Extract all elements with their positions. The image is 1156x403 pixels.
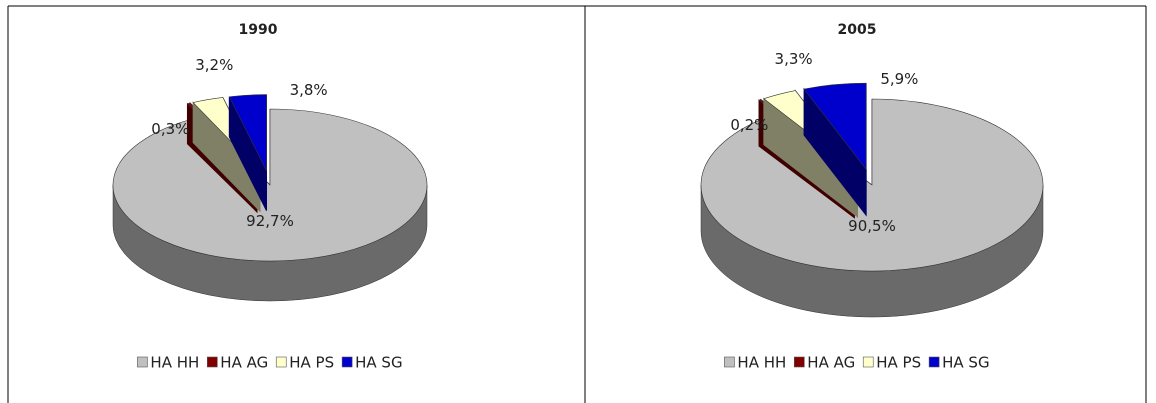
data-label: 92,7% <box>246 212 294 230</box>
data-label: 0,3% <box>151 120 189 138</box>
legend-label: HA SG <box>355 354 402 372</box>
legend-label: HA AG <box>807 354 855 372</box>
legend-label: HA HH <box>150 354 199 372</box>
legend: HA HH HA AG HA PS HA SG <box>137 354 403 372</box>
data-label: 3,3% <box>775 50 813 68</box>
data-label: 0,2% <box>730 116 768 134</box>
data-label: 90,5% <box>848 217 896 235</box>
slice-group <box>803 82 867 217</box>
legend-label: HA SG <box>942 354 989 372</box>
chart-title: 2005 <box>838 22 877 38</box>
legend-swatch <box>928 356 940 368</box>
legend-label: HA PS <box>876 354 921 372</box>
pie-slice <box>228 94 267 171</box>
data-label: 3,2% <box>195 56 233 74</box>
slice-group <box>228 94 267 211</box>
legend-swatch <box>341 356 353 368</box>
legend-label: HA AG <box>220 354 268 372</box>
data-label: 3,8% <box>290 81 328 99</box>
legend-swatch <box>206 356 218 368</box>
pie-slice <box>803 82 867 171</box>
legend-swatch <box>793 356 805 368</box>
data-label: 5,9% <box>880 70 918 88</box>
legend-label: HA HH <box>737 354 786 372</box>
legend-label: HA PS <box>289 354 334 372</box>
legend-swatch <box>137 356 148 368</box>
legend-swatch <box>275 356 287 368</box>
legend-swatch <box>862 356 874 368</box>
legend: HA HH HA AG HA PS HA SG <box>724 354 990 372</box>
chart-title: 1990 <box>239 22 278 38</box>
legend-swatch <box>724 356 735 368</box>
